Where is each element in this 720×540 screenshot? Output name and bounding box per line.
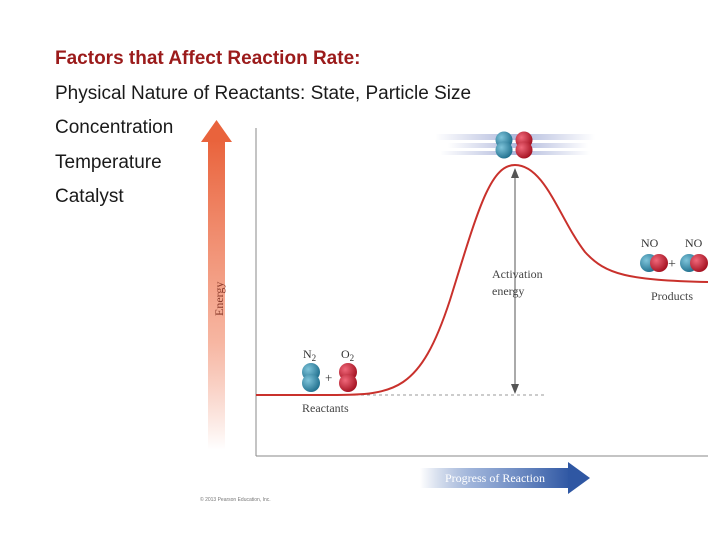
progress-axis-arrow [420, 462, 590, 494]
factor-line-temperature: Temperature [55, 151, 162, 173]
product-no-label-1: NO [641, 236, 659, 250]
transition-state-molecules [435, 131, 595, 159]
no-molecule-1 [640, 254, 668, 272]
energy-axis-label: Energy [212, 282, 226, 316]
activation-energy-arrow [511, 168, 519, 394]
reactant-plus-sign: + [325, 370, 332, 385]
progress-axis-label: Progress of Reaction [445, 471, 545, 485]
factor-line-catalyst: Catalyst [55, 186, 124, 207]
factor-line-physical-nature: Physical Nature of Reactants: State, Par… [55, 82, 472, 104]
factors-text: Factors that Affect Reaction Rate: Physi… [55, 42, 471, 215]
factor-line-concentration: Concentration [55, 117, 174, 138]
o2-molecule [339, 363, 357, 392]
products-label: Products [651, 289, 693, 303]
slide-title: Factors that Affect Reaction Rate: [55, 48, 361, 69]
energy-axis-arrow [201, 120, 232, 450]
reactant-n2-label: N2 [303, 347, 316, 363]
activation-label-line2: energy [492, 284, 524, 298]
no-molecule-2 [680, 254, 708, 272]
product-no-label-2: NO [685, 236, 703, 250]
reactants-label: Reactants [302, 401, 349, 415]
activation-label-line1: Activation [492, 267, 543, 281]
product-plus-sign: + [668, 257, 676, 272]
n2-molecule [302, 363, 320, 392]
copyright-notice: © 2013 Pearson Education, Inc. [200, 496, 271, 503]
energy-curve [256, 163, 709, 396]
reactant-o2-label: O2 [341, 347, 354, 363]
